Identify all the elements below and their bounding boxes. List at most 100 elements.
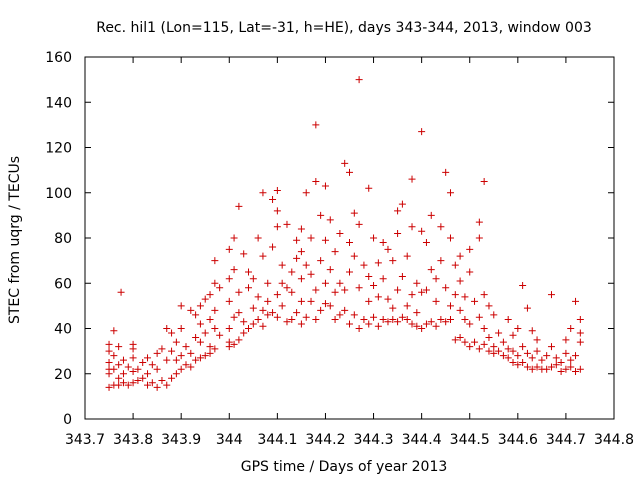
data-point [211,279,219,287]
data-point [427,266,435,274]
data-point [547,343,555,351]
data-point [182,361,190,369]
data-point [312,286,320,294]
plot-frame [84,56,615,420]
data-point [480,291,488,299]
data-point [538,356,546,364]
x-tick-label: 344.3 [353,432,393,448]
data-point [235,202,243,210]
data-point [355,325,363,332]
data-point [490,343,498,351]
data-point [259,189,267,197]
data-point [360,315,368,323]
data-point [201,329,209,337]
data-point [144,354,152,362]
data-point [331,315,339,323]
data-point [567,363,575,371]
data-point [105,347,113,355]
data-point [134,365,142,373]
data-point [528,365,536,373]
y-axis-label: STEC from uqrg / TECUs [7,156,23,324]
data-point [269,243,277,251]
data-point [422,320,430,328]
data-point [572,297,580,305]
data-point [485,334,493,342]
data-point [456,306,464,314]
data-point [475,234,483,242]
data-point [519,343,527,351]
data-point [206,343,214,351]
data-point [249,304,257,312]
data-point [350,209,358,217]
data-point [572,367,580,375]
data-point [576,365,584,373]
data-point [341,306,349,314]
data-point [307,270,315,278]
x-tick-label: 344.2 [305,432,345,448]
y-tick-label: 140 [45,95,72,111]
data-point [370,313,378,321]
data-point [394,286,402,294]
data-point [485,347,493,355]
data-point [278,279,286,287]
x-tick-label: 344.4 [402,432,442,448]
data-point [158,345,166,353]
data-point [451,261,459,269]
data-point [196,320,204,328]
data-point [249,275,257,283]
y-tick-label: 60 [54,276,72,292]
data-point [384,318,392,326]
data-point [110,352,118,360]
data-point [461,315,469,323]
data-point [514,352,522,360]
data-point [192,311,200,319]
data-point [552,361,560,369]
data-point [115,343,123,351]
data-point [398,200,406,208]
y-tick-label: 120 [45,141,72,157]
x-tick-label: 344.5 [450,432,490,448]
data-point [187,363,195,371]
data-point [408,291,416,299]
data-point [206,315,214,323]
data-point [341,286,349,294]
data-point [499,352,507,360]
data-point [177,365,185,373]
data-point [413,322,421,330]
data-point [153,349,161,357]
data-point [475,218,483,226]
data-point [533,347,541,355]
data-point [504,345,512,353]
data-point [562,365,570,373]
data-point [567,356,575,364]
data-point [172,370,180,378]
data-point [293,254,301,262]
data-point [206,349,214,357]
y-tick-label: 100 [45,186,72,202]
data-point [259,322,267,330]
data-point [374,322,382,330]
data-point [312,177,320,185]
data-point [461,293,469,301]
data-point [321,300,329,308]
data-point [288,315,296,323]
data-points [105,76,584,391]
data-point [225,297,233,305]
data-point [365,272,373,280]
data-point [139,358,147,366]
data-point [355,220,363,228]
data-point [230,340,238,348]
data-point [576,338,584,346]
data-point [163,356,171,364]
data-point [196,302,204,310]
data-point [384,245,392,253]
data-point [413,309,421,317]
y-tick-label: 160 [45,50,72,66]
data-point [398,272,406,280]
data-point [119,370,127,378]
data-point [225,338,233,346]
data-point [148,379,156,387]
data-point [514,325,522,332]
data-point [163,325,171,332]
